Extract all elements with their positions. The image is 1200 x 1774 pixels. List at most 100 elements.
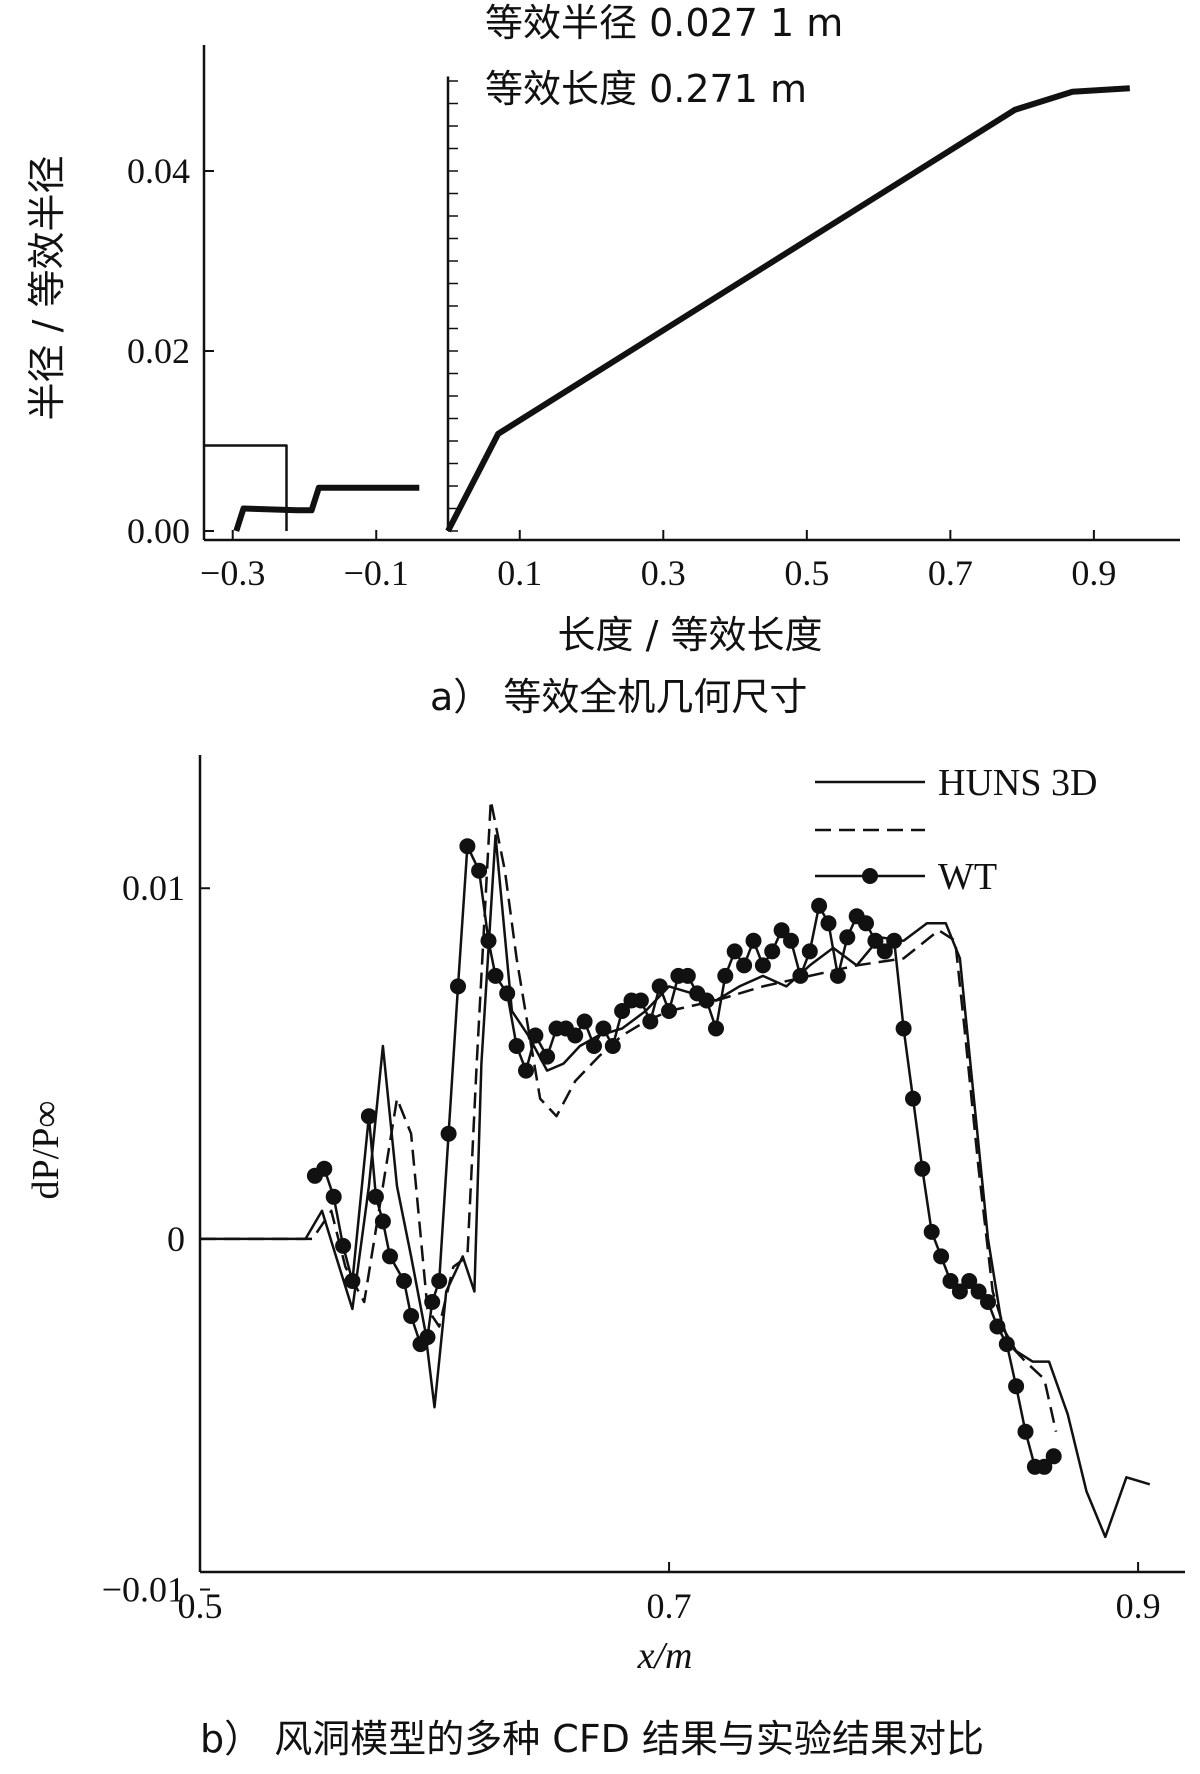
panel-b-wt-point bbox=[661, 1003, 677, 1019]
panel-b-wt-point bbox=[989, 1318, 1006, 1335]
panel-b-wt-point bbox=[895, 1020, 912, 1037]
panel-b-wt-point bbox=[961, 1273, 978, 1289]
panel-a-x-axis-label: 长度 / 等效长度 bbox=[558, 613, 823, 657]
panel-b-wt-point bbox=[942, 1273, 959, 1289]
panel-b-wt-point bbox=[419, 1329, 436, 1346]
panel-b-xtick-label: 0.7 bbox=[647, 1586, 692, 1626]
panel-a-series-line bbox=[445, 85, 1130, 533]
panel-a-xtick-label: −0.3 bbox=[200, 553, 265, 593]
panel-b-wt-point bbox=[403, 1308, 420, 1324]
panel-a-minor-ticks bbox=[448, 80, 458, 532]
panel-a-caption: a） 等效全机几何尺寸 bbox=[430, 675, 807, 719]
panel-a-geometry-chart: −0.3 −0.1 0.1 0.3 0.5 0.7 0.9 0.00 0.02 0.04 等效半径… bbox=[25, 1, 1180, 719]
panel-a-xtick-label: 0.9 bbox=[1071, 553, 1116, 593]
panel-a-xtick-label: 0.1 bbox=[497, 553, 542, 593]
panel-b-wt-point bbox=[614, 1003, 631, 1019]
legend-label-huns3d: HUNS 3D bbox=[938, 762, 1097, 804]
panel-a-annotation-length: 等效长度 0.271 m bbox=[485, 67, 807, 111]
panel-b-ytick-label: 0.01 bbox=[122, 868, 185, 908]
panel-b-wt-point bbox=[811, 897, 828, 914]
panel-b-wt-point bbox=[344, 1273, 361, 1289]
panel-b-wt-point bbox=[508, 1038, 525, 1054]
panel-b-wt-point bbox=[829, 967, 846, 984]
panel-a-ytick-label: 0.00 bbox=[127, 511, 190, 551]
panel-b-wt-line bbox=[314, 844, 1055, 1469]
panel-a-xtick-label: −0.1 bbox=[344, 553, 409, 593]
panel-b-wt-point bbox=[487, 967, 504, 984]
panel-b-wt-point bbox=[471, 862, 488, 879]
panel-b-wt-point bbox=[367, 1188, 384, 1205]
panel-a-xtick-label: 0.5 bbox=[784, 553, 829, 593]
panel-b-wt-point bbox=[801, 943, 818, 960]
panel-b-wt-point bbox=[360, 1108, 377, 1125]
panel-b-wt-point bbox=[858, 915, 874, 932]
panel-b-wt-point bbox=[586, 1038, 602, 1054]
panel-b-wt-point bbox=[717, 967, 734, 984]
panel-b-wt-point bbox=[914, 1160, 931, 1177]
panel-b-wt-point bbox=[642, 1013, 659, 1030]
panel-b-ticks: 0.5 0.7 0.9 −0.01 0 0.01 bbox=[102, 868, 1161, 1626]
panel-b-wt-point bbox=[431, 1273, 448, 1289]
panel-b-wt-point bbox=[923, 1223, 940, 1240]
panel-b-wt-point bbox=[1045, 1448, 1062, 1465]
panel-b-xtick-label: 0.5 bbox=[178, 1586, 223, 1626]
panel-b-wt-point bbox=[839, 929, 856, 946]
panel-b-wt-point bbox=[820, 915, 837, 932]
panel-b-wt-point bbox=[316, 1160, 333, 1177]
panel-b-legend: HUNS 3D WT bbox=[815, 762, 1097, 898]
panel-b-wt-point bbox=[951, 1283, 968, 1300]
panel-b-huns3d-line bbox=[200, 834, 1151, 1539]
panel-b-wt-point bbox=[632, 992, 649, 1009]
panel-b-y-axis-label: dP/P∞ bbox=[25, 1101, 67, 1200]
panel-b-wt-point bbox=[736, 957, 753, 974]
panel-b-wt-point bbox=[424, 1294, 441, 1310]
panel-b-wt-point bbox=[396, 1273, 412, 1289]
panel-b-wt-point bbox=[867, 932, 884, 949]
panel-b-wt-point bbox=[886, 932, 903, 949]
panel-b-series bbox=[200, 799, 1151, 1539]
panel-b-wt-point bbox=[679, 967, 696, 984]
panel-b-wt-point bbox=[539, 1048, 556, 1065]
panel-b-wt-point bbox=[335, 1237, 352, 1254]
panel-b-ytick-label: 0 bbox=[167, 1219, 185, 1259]
panel-b-wt-point bbox=[876, 943, 893, 960]
panel-a-ytick-label: 0.04 bbox=[127, 151, 190, 191]
panel-b-wt-point bbox=[726, 943, 743, 960]
panel-b-dashed-line bbox=[200, 799, 1058, 1432]
panel-b-wt-point bbox=[980, 1294, 996, 1310]
panel-b-wt-point bbox=[499, 985, 516, 1002]
panel-b-comparison-chart: 0.5 0.7 0.9 −0.01 0 0.01 HUNS 3D WT dP/P∞ x/m… bbox=[25, 755, 1185, 1761]
panel-b-wt-markers bbox=[306, 838, 1062, 1475]
panel-b-wt-point bbox=[480, 932, 497, 949]
panel-b-wt-point bbox=[1036, 1458, 1053, 1475]
panel-a-xtick-label: 0.7 bbox=[928, 553, 973, 593]
panel-b-wt-point bbox=[905, 1090, 921, 1107]
panel-b-wt-point bbox=[374, 1213, 391, 1230]
panel-a-y-axis-label: 半径 / 等效半径 bbox=[25, 156, 69, 421]
panel-b-wt-point bbox=[1008, 1378, 1025, 1395]
panel-b-wt-point bbox=[325, 1188, 342, 1205]
panel-b-x-axis-label: x/m bbox=[637, 1635, 693, 1677]
panel-b-wt-point bbox=[773, 922, 790, 939]
panel-b-wt-point bbox=[576, 1013, 593, 1030]
panel-b-wt-point bbox=[518, 1062, 534, 1079]
panel-b-wt-point bbox=[651, 978, 668, 995]
panel-b-wt-point bbox=[450, 978, 466, 995]
panel-b-wt-point bbox=[745, 932, 762, 949]
panel-b-wt-point bbox=[754, 957, 771, 974]
panel-b-wt-point bbox=[440, 1125, 457, 1142]
panel-b-wt-point bbox=[527, 1027, 544, 1044]
legend-marker-dot bbox=[862, 868, 878, 884]
panel-b-wt-point bbox=[595, 1020, 612, 1037]
panel-a-ytick-label: 0.02 bbox=[127, 331, 190, 371]
panel-b-wt-point bbox=[933, 1248, 950, 1265]
panel-b-wt-point bbox=[1017, 1423, 1034, 1440]
panel-b-wt-point bbox=[970, 1283, 987, 1300]
panel-b-wt-point bbox=[459, 838, 476, 855]
panel-b-wt-point bbox=[783, 932, 799, 949]
panel-a-series-line bbox=[233, 484, 420, 532]
panel-b-ytick-label: −0.01 bbox=[102, 1570, 185, 1610]
panel-b-wt-point bbox=[998, 1336, 1015, 1353]
panel-a-series bbox=[204, 76, 1130, 533]
